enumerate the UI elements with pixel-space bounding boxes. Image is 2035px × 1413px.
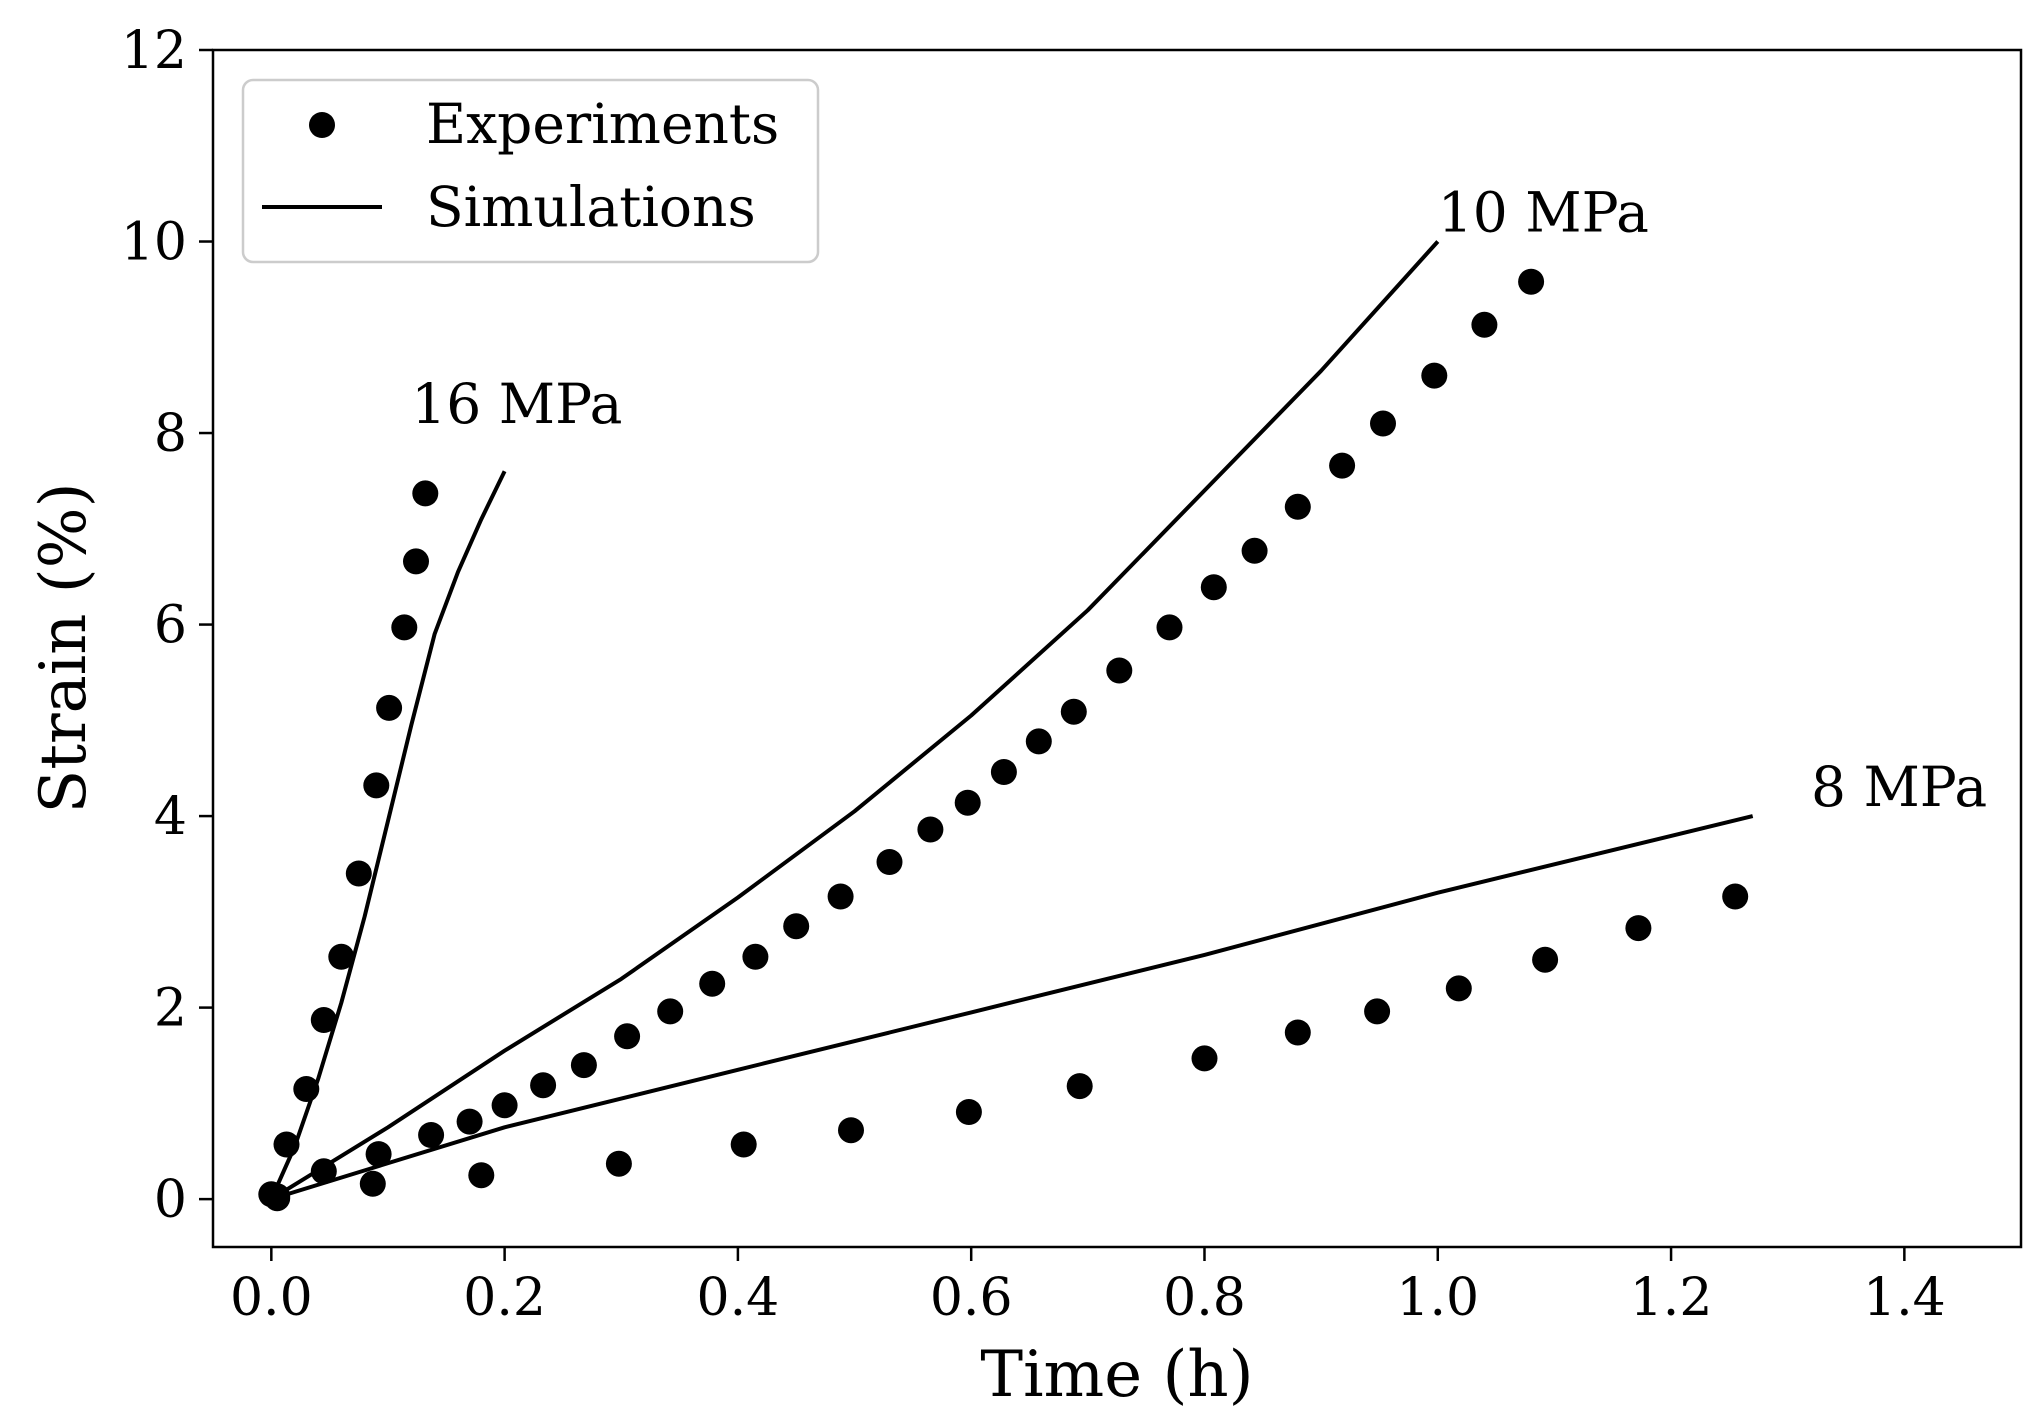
legend-label-simulations: Simulations: [426, 175, 756, 239]
experiment-point: [310, 1007, 337, 1033]
experiment-point: [614, 1023, 641, 1050]
experiment-point: [418, 1122, 445, 1148]
y-tick-label: 2: [154, 979, 187, 1039]
experiment-point: [468, 1162, 495, 1189]
experiment-point: [1284, 1019, 1311, 1046]
experiment-point: [827, 883, 854, 910]
experiment-point: [1060, 698, 1087, 725]
experiment-point: [742, 943, 769, 970]
simulation-line-2: [270, 814, 1754, 1202]
experiment-point: [1106, 657, 1133, 684]
experiment-point: [1284, 493, 1311, 520]
experiment-point: [365, 1141, 392, 1168]
experiment-point: [1370, 410, 1396, 437]
experiment-point: [1471, 311, 1498, 338]
experiment-point: [1329, 452, 1356, 479]
experiment-point: [403, 548, 429, 575]
legend-box: [241, 78, 820, 264]
y-tick-label: 4: [154, 787, 187, 847]
x-axis-title: Time (h): [980, 1338, 1253, 1412]
experiment-point: [838, 1117, 864, 1144]
experiment-point: [1421, 362, 1448, 389]
stress-label-0: 16 MPa: [411, 372, 622, 436]
x-tick-label: 0.2: [463, 1268, 546, 1328]
y-axis: 0 2 4 6 8 10 12: [121, 21, 213, 1230]
experiment-point: [1241, 537, 1268, 564]
x-tick-label: 1.2: [1630, 1268, 1713, 1328]
experiment-point: [310, 1158, 337, 1185]
legend: Experiments Simulations: [241, 78, 820, 264]
experiment-point: [876, 849, 903, 875]
experiment-point: [363, 772, 390, 799]
simulation-curves: [269, 240, 1754, 1202]
stress-label-1: 10 MPa: [1438, 181, 1649, 245]
y-tick-label: 12: [121, 21, 187, 81]
experiment-point: [1066, 1073, 1093, 1100]
experiment-point: [359, 1170, 386, 1197]
experiment-point: [699, 970, 726, 997]
x-tick-label: 1.0: [1396, 1268, 1479, 1328]
y-tick-label: 8: [154, 404, 187, 464]
simulation-line-1: [270, 240, 1440, 1201]
experiment-point: [955, 1099, 982, 1125]
legend-label-experiments: Experiments: [426, 92, 779, 156]
experiment-point: [1200, 574, 1227, 601]
experiment-point: [391, 614, 418, 641]
x-tick-label: 0.4: [697, 1268, 780, 1328]
x-tick-label: 0.0: [230, 1268, 313, 1328]
stress-labels: 16 MPa 10 MPa 8 MPa: [411, 181, 1987, 820]
plot-frame: [211, 48, 2023, 1249]
x-tick-label: 0.6: [930, 1268, 1013, 1328]
experiment-point: [491, 1092, 518, 1119]
experiment-point: [954, 789, 981, 816]
experiment-point: [990, 759, 1017, 785]
plot-area: 16 MPa 10 MPa 8 MPa: [211, 48, 2023, 1249]
experiment-point: [293, 1076, 320, 1102]
y-tick-label: 6: [154, 596, 187, 656]
experiment-point: [1625, 915, 1652, 942]
experiment-point: [1532, 946, 1559, 973]
experiment-point: [730, 1131, 757, 1158]
experiment-point: [605, 1150, 632, 1177]
experiment-point: [1156, 614, 1183, 641]
experiment-point: [917, 816, 944, 843]
y-axis-title: Strain (%): [27, 482, 101, 813]
experiment-point: [1518, 268, 1545, 295]
experiment-point: [570, 1052, 597, 1079]
experiment-point: [264, 1185, 291, 1212]
x-axis: 0.0 0.2 0.4 0.6 0.8 1.0 1.2 1.4: [230, 1247, 1946, 1328]
experiment-point: [1191, 1045, 1218, 1072]
experiment-point: [376, 694, 403, 721]
experiment-point: [1025, 728, 1052, 755]
experiment-point: [657, 998, 684, 1025]
experiment-point: [530, 1072, 557, 1099]
experiment-point: [783, 913, 810, 940]
x-tick-label: 0.8: [1163, 1268, 1246, 1328]
simulation-line-0: [269, 470, 507, 1200]
experiment-point: [1722, 883, 1749, 910]
y-tick-label: 10: [121, 213, 187, 273]
experiment-point: [412, 480, 439, 507]
experiment-point: [345, 860, 372, 887]
experiment-points: [258, 268, 1749, 1212]
experiment-point: [328, 943, 355, 970]
stress-label-2: 8 MPa: [1811, 755, 1987, 819]
experiment-point: [1364, 998, 1391, 1025]
y-tick-label: 0: [154, 1170, 187, 1230]
x-tick-label: 1.4: [1863, 1268, 1946, 1328]
experiment-point: [273, 1131, 300, 1158]
experiment-point: [456, 1108, 483, 1135]
legend-marker-experiments: [309, 112, 335, 138]
experiment-point: [1445, 975, 1472, 1002]
